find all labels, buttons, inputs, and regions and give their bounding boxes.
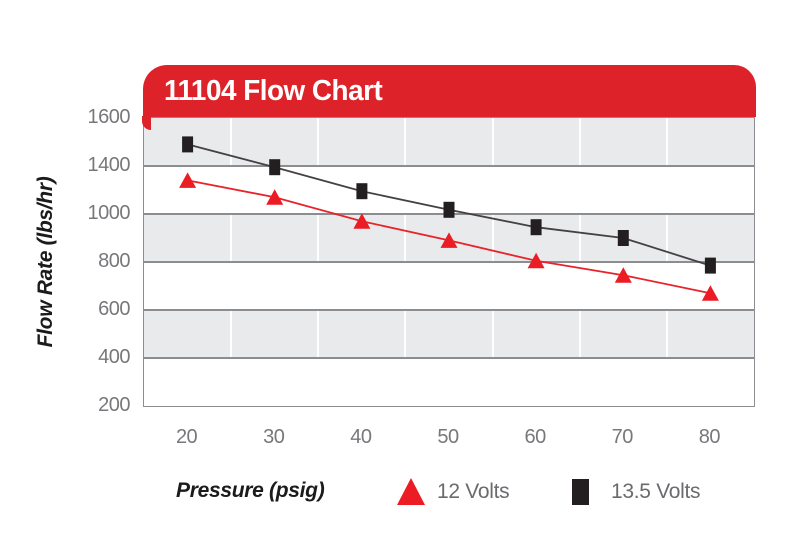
x-tick-label: 50 (437, 426, 459, 448)
y-tick-label: 1600 (87, 106, 131, 128)
banner-corner-tail (142, 116, 151, 130)
data-point-12-volts-marker (614, 267, 632, 283)
x-tick-label: 60 (524, 426, 547, 448)
x-tick-label: 30 (263, 426, 285, 448)
horizontal-gridline (144, 165, 754, 167)
x-tick-label: 70 (611, 426, 634, 448)
legend-label-12-volts: 12 Volts (437, 480, 510, 503)
chart-title-banner: 11104 Flow Chart (143, 65, 756, 117)
legend-square-marker-icon (572, 479, 589, 505)
plot-band (144, 118, 754, 166)
horizontal-gridline (144, 261, 754, 263)
x-tick-label: 40 (350, 426, 372, 448)
chart-title: 11104 Flow Chart (164, 75, 383, 107)
data-point-13-5-volts-marker (617, 230, 629, 246)
plot-band (144, 358, 754, 406)
x-tick-label: 80 (698, 426, 721, 448)
y-tick-label: 600 (98, 298, 130, 320)
data-point-12-volts-marker (179, 172, 197, 188)
data-series-layer (179, 136, 719, 301)
horizontal-gridline (144, 309, 754, 311)
data-point-13-5-volts-marker (443, 201, 455, 218)
y-tick-label: 200 (98, 394, 130, 416)
plot-band (144, 262, 754, 310)
x-tick-label: 20 (175, 426, 198, 448)
data-point-12-volts-marker (527, 252, 545, 269)
data-point-13-5-volts-marker (356, 183, 368, 200)
data-point-12-volts-marker (701, 285, 719, 301)
x-axis-title: Pressure (psig) (176, 479, 325, 502)
legend-triangle-marker-icon (397, 478, 425, 505)
y-tick-label: 1000 (87, 202, 131, 224)
data-point-12-volts-marker (266, 189, 284, 205)
data-point-13-5-volts-marker (704, 257, 716, 274)
legend-label-13-5-volts: 13.5 Volts (611, 480, 701, 503)
data-point-12-volts-marker (440, 232, 458, 248)
data-point-13-5-volts-marker (182, 136, 194, 153)
data-point-13-5-volts-marker (530, 219, 542, 236)
plot-area (143, 117, 755, 407)
data-point-13-5-volts-marker (269, 159, 281, 176)
plot-band (144, 310, 754, 358)
horizontal-gridline (144, 357, 754, 359)
y-tick-label: 1400 (87, 154, 131, 176)
chart-panel: 11104 Flow Chart (142, 65, 756, 408)
data-point-12-volts-marker (353, 213, 371, 229)
y-tick-label: 400 (98, 346, 130, 368)
y-tick-label: 800 (98, 250, 130, 272)
